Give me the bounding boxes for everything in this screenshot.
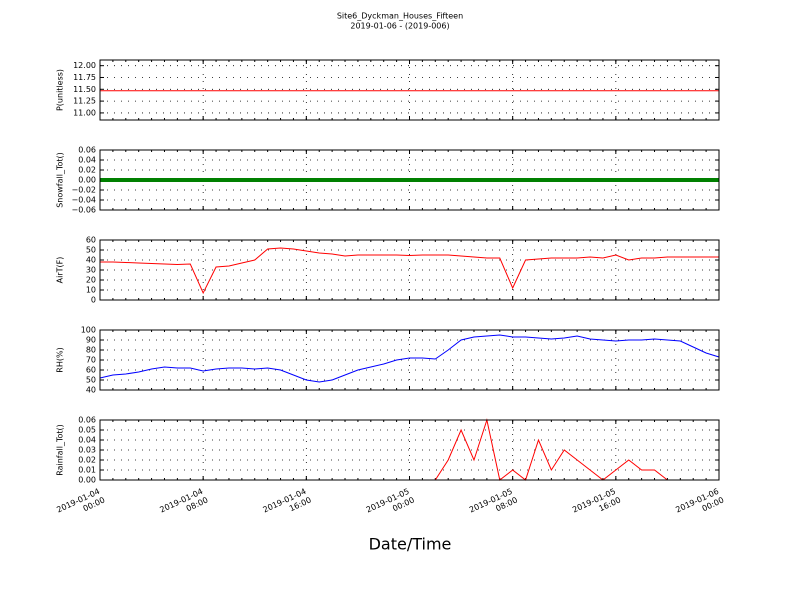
y-tick-label: 0.01	[78, 466, 96, 475]
y-tick-label: 0.06	[78, 416, 96, 425]
chart-title: Site6_Dyckman_Houses_Fifteen	[337, 12, 463, 21]
y-tick-label: 0.06	[78, 146, 96, 155]
y-tick-label: 50	[86, 246, 96, 255]
y-axis-label: RH(%)	[56, 347, 65, 372]
y-tick-label: 60	[86, 366, 96, 375]
y-tick-label: 30	[86, 266, 96, 275]
y-axis-label: Snowfall_Tot()	[56, 152, 65, 208]
y-tick-label: 11.75	[73, 73, 96, 82]
y-tick-label: 0.05	[78, 426, 96, 435]
plot-frame	[99, 59, 720, 121]
y-tick-label: 12.00	[73, 61, 96, 70]
y-tick-label: 0.00	[78, 476, 96, 485]
y-tick-label: 10	[86, 286, 96, 295]
y-tick-label: 11.00	[73, 108, 96, 117]
chart-subtitle: 2019-01-06 - (2019-006)	[350, 22, 449, 31]
y-tick-label: 70	[86, 356, 96, 365]
y-tick-label: −0.06	[71, 206, 96, 215]
data-line	[99, 334, 720, 383]
y-tick-label: 90	[86, 336, 96, 345]
plot-area	[100, 420, 719, 480]
y-tick-label: 60	[86, 236, 96, 245]
y-tick-label: 11.50	[73, 85, 96, 94]
y-tick-label: 0.02	[78, 166, 96, 175]
y-axis-label: Rainfall_Tot()	[56, 424, 65, 476]
y-tick-label: −0.04	[71, 196, 96, 205]
y-tick-label: 0.04	[78, 156, 96, 165]
y-tick-label: 0.03	[78, 446, 96, 455]
y-tick-label: 0.04	[78, 436, 96, 445]
y-tick-label: 20	[86, 276, 96, 285]
y-tick-label: 0.02	[78, 456, 96, 465]
y-tick-label: 0.00	[78, 176, 96, 185]
plot-frame	[99, 419, 720, 481]
plot-frame	[99, 329, 720, 391]
y-tick-label: 100	[81, 326, 96, 335]
plot-frame	[99, 149, 720, 211]
y-tick-label: 0	[91, 296, 96, 305]
x-axis-label: Date/Time	[369, 535, 452, 554]
y-axis-label: P(unitless)	[56, 69, 65, 111]
y-tick-label: 40	[86, 256, 96, 265]
y-tick-label: 40	[86, 386, 96, 395]
y-tick-label: 50	[86, 376, 96, 385]
y-tick-label: 80	[86, 346, 96, 355]
y-tick-label: −0.02	[71, 186, 96, 195]
plot-area	[100, 60, 719, 120]
y-axis-label: AirT(F)	[56, 257, 65, 284]
y-tick-label: 11.25	[73, 97, 96, 106]
plot-frame	[99, 239, 720, 301]
plot-area	[100, 330, 719, 390]
data-line	[100, 247, 719, 295]
